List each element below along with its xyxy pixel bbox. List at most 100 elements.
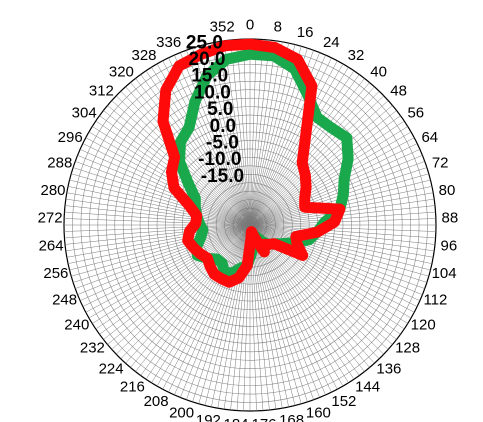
grid-spoke bbox=[249, 224, 436, 245]
grid-spoke bbox=[135, 78, 251, 226]
series-1-point bbox=[172, 185, 176, 190]
series-1-point bbox=[315, 230, 320, 235]
series-0-point bbox=[329, 125, 334, 130]
angle-tick-label: 80 bbox=[439, 182, 456, 199]
series-layer bbox=[157, 38, 354, 288]
grid-spoke bbox=[249, 224, 435, 252]
series-0-point bbox=[315, 115, 320, 120]
grid-spoke bbox=[135, 224, 251, 372]
grid-spoke bbox=[180, 52, 251, 226]
grid-spoke bbox=[249, 224, 425, 289]
series-0-point bbox=[205, 73, 210, 78]
grid-spoke bbox=[120, 91, 251, 226]
series-1-point bbox=[303, 134, 308, 139]
grid-spoke bbox=[69, 179, 251, 226]
series-1-point bbox=[293, 234, 298, 239]
angle-tick-label: 296 bbox=[58, 129, 83, 146]
series-1-point bbox=[208, 264, 213, 269]
grid-spoke bbox=[79, 149, 251, 226]
grid-spoke bbox=[249, 105, 393, 226]
grid-spoke bbox=[249, 224, 302, 404]
polar-grid bbox=[63, 38, 437, 412]
grid-spoke bbox=[249, 95, 384, 226]
angle-tick-label: 152 bbox=[331, 393, 356, 410]
grid-spoke bbox=[99, 224, 251, 335]
angle-tick-label: 40 bbox=[370, 63, 387, 80]
grid-spoke bbox=[249, 143, 418, 226]
grid-spoke bbox=[125, 86, 251, 226]
grid-spoke bbox=[120, 224, 251, 359]
angle-tick-label: 24 bbox=[323, 34, 340, 51]
grid-spoke bbox=[249, 60, 338, 226]
angle-tick-labels: 0 8 16243240485664728088961041121201281361… bbox=[38, 17, 459, 422]
grid-spoke bbox=[64, 218, 251, 226]
grid-spoke bbox=[68, 224, 251, 264]
grid-spoke bbox=[95, 224, 251, 330]
grid-spoke bbox=[249, 155, 423, 226]
grid-spoke bbox=[75, 224, 251, 289]
grid-spoke bbox=[249, 218, 436, 226]
angle-tick-label: 280 bbox=[40, 182, 65, 199]
series-1-point bbox=[186, 203, 191, 208]
grid-spoke bbox=[66, 192, 251, 226]
grid-spoke bbox=[249, 120, 405, 226]
series-0-point bbox=[224, 57, 229, 62]
grid-spoke bbox=[186, 50, 251, 226]
grid-spoke bbox=[249, 224, 423, 295]
series-1-point bbox=[304, 185, 309, 190]
grid-spoke bbox=[243, 39, 251, 226]
series-1-point bbox=[302, 205, 307, 210]
grid-spoke bbox=[64, 224, 251, 232]
grid-spoke bbox=[249, 86, 375, 226]
angle-tick-label: 56 bbox=[407, 105, 424, 122]
angle-tick-label: 288 bbox=[47, 155, 72, 172]
grid-spoke bbox=[249, 110, 397, 226]
series-1-point bbox=[261, 242, 266, 247]
grid-spoke bbox=[71, 224, 251, 277]
grid-spoke bbox=[75, 161, 251, 226]
grid-spoke bbox=[249, 224, 431, 271]
series-1-point bbox=[222, 43, 227, 48]
grid-spoke bbox=[151, 224, 251, 383]
series-1-point bbox=[169, 170, 174, 174]
radial-tick-label: 0.0 bbox=[210, 116, 236, 137]
grid-spoke bbox=[249, 224, 436, 232]
grid-spoke bbox=[198, 224, 251, 404]
radial-tick-label: 20.0 bbox=[189, 49, 226, 70]
series-1-point bbox=[161, 119, 165, 124]
series-line-1 bbox=[157, 38, 346, 288]
series-0-point bbox=[344, 135, 349, 140]
grid-spoke bbox=[162, 224, 251, 390]
angle-tick-label: 16 bbox=[297, 24, 314, 41]
grid-spoke bbox=[174, 54, 251, 226]
grid-spoke bbox=[249, 57, 332, 226]
series-1-point bbox=[248, 42, 252, 47]
series-0-point bbox=[193, 99, 197, 104]
grid-spoke bbox=[249, 43, 289, 226]
grid-spoke bbox=[111, 224, 251, 350]
angle-tick-label: 232 bbox=[80, 340, 105, 357]
series-0-point bbox=[248, 52, 252, 57]
grid-spoke bbox=[249, 40, 277, 226]
angle-tick-label: 0 bbox=[246, 17, 254, 34]
angle-tick-label: 144 bbox=[355, 378, 380, 395]
grid-spoke bbox=[249, 39, 264, 226]
grid-spoke bbox=[77, 155, 251, 226]
grid-spoke bbox=[140, 74, 251, 226]
grid-spoke bbox=[180, 224, 251, 398]
angle-tick-label: 312 bbox=[89, 83, 114, 100]
grid-spoke bbox=[64, 211, 251, 226]
grid-spoke bbox=[130, 82, 251, 226]
angle-tick-label: 248 bbox=[52, 291, 77, 308]
series-1-point bbox=[309, 84, 314, 88]
series-1-point bbox=[303, 173, 308, 178]
series-1-point bbox=[272, 241, 276, 246]
series-1-point bbox=[272, 45, 277, 50]
angle-tick-label: 168 bbox=[279, 412, 304, 422]
radial-tick-label: -15.0 bbox=[201, 166, 244, 187]
grid-spoke bbox=[249, 224, 427, 283]
grid-spoke bbox=[92, 224, 251, 324]
angle-tick-label: 240 bbox=[64, 317, 89, 334]
grid-spoke bbox=[82, 143, 251, 226]
angle-tick-label: 264 bbox=[39, 237, 64, 254]
